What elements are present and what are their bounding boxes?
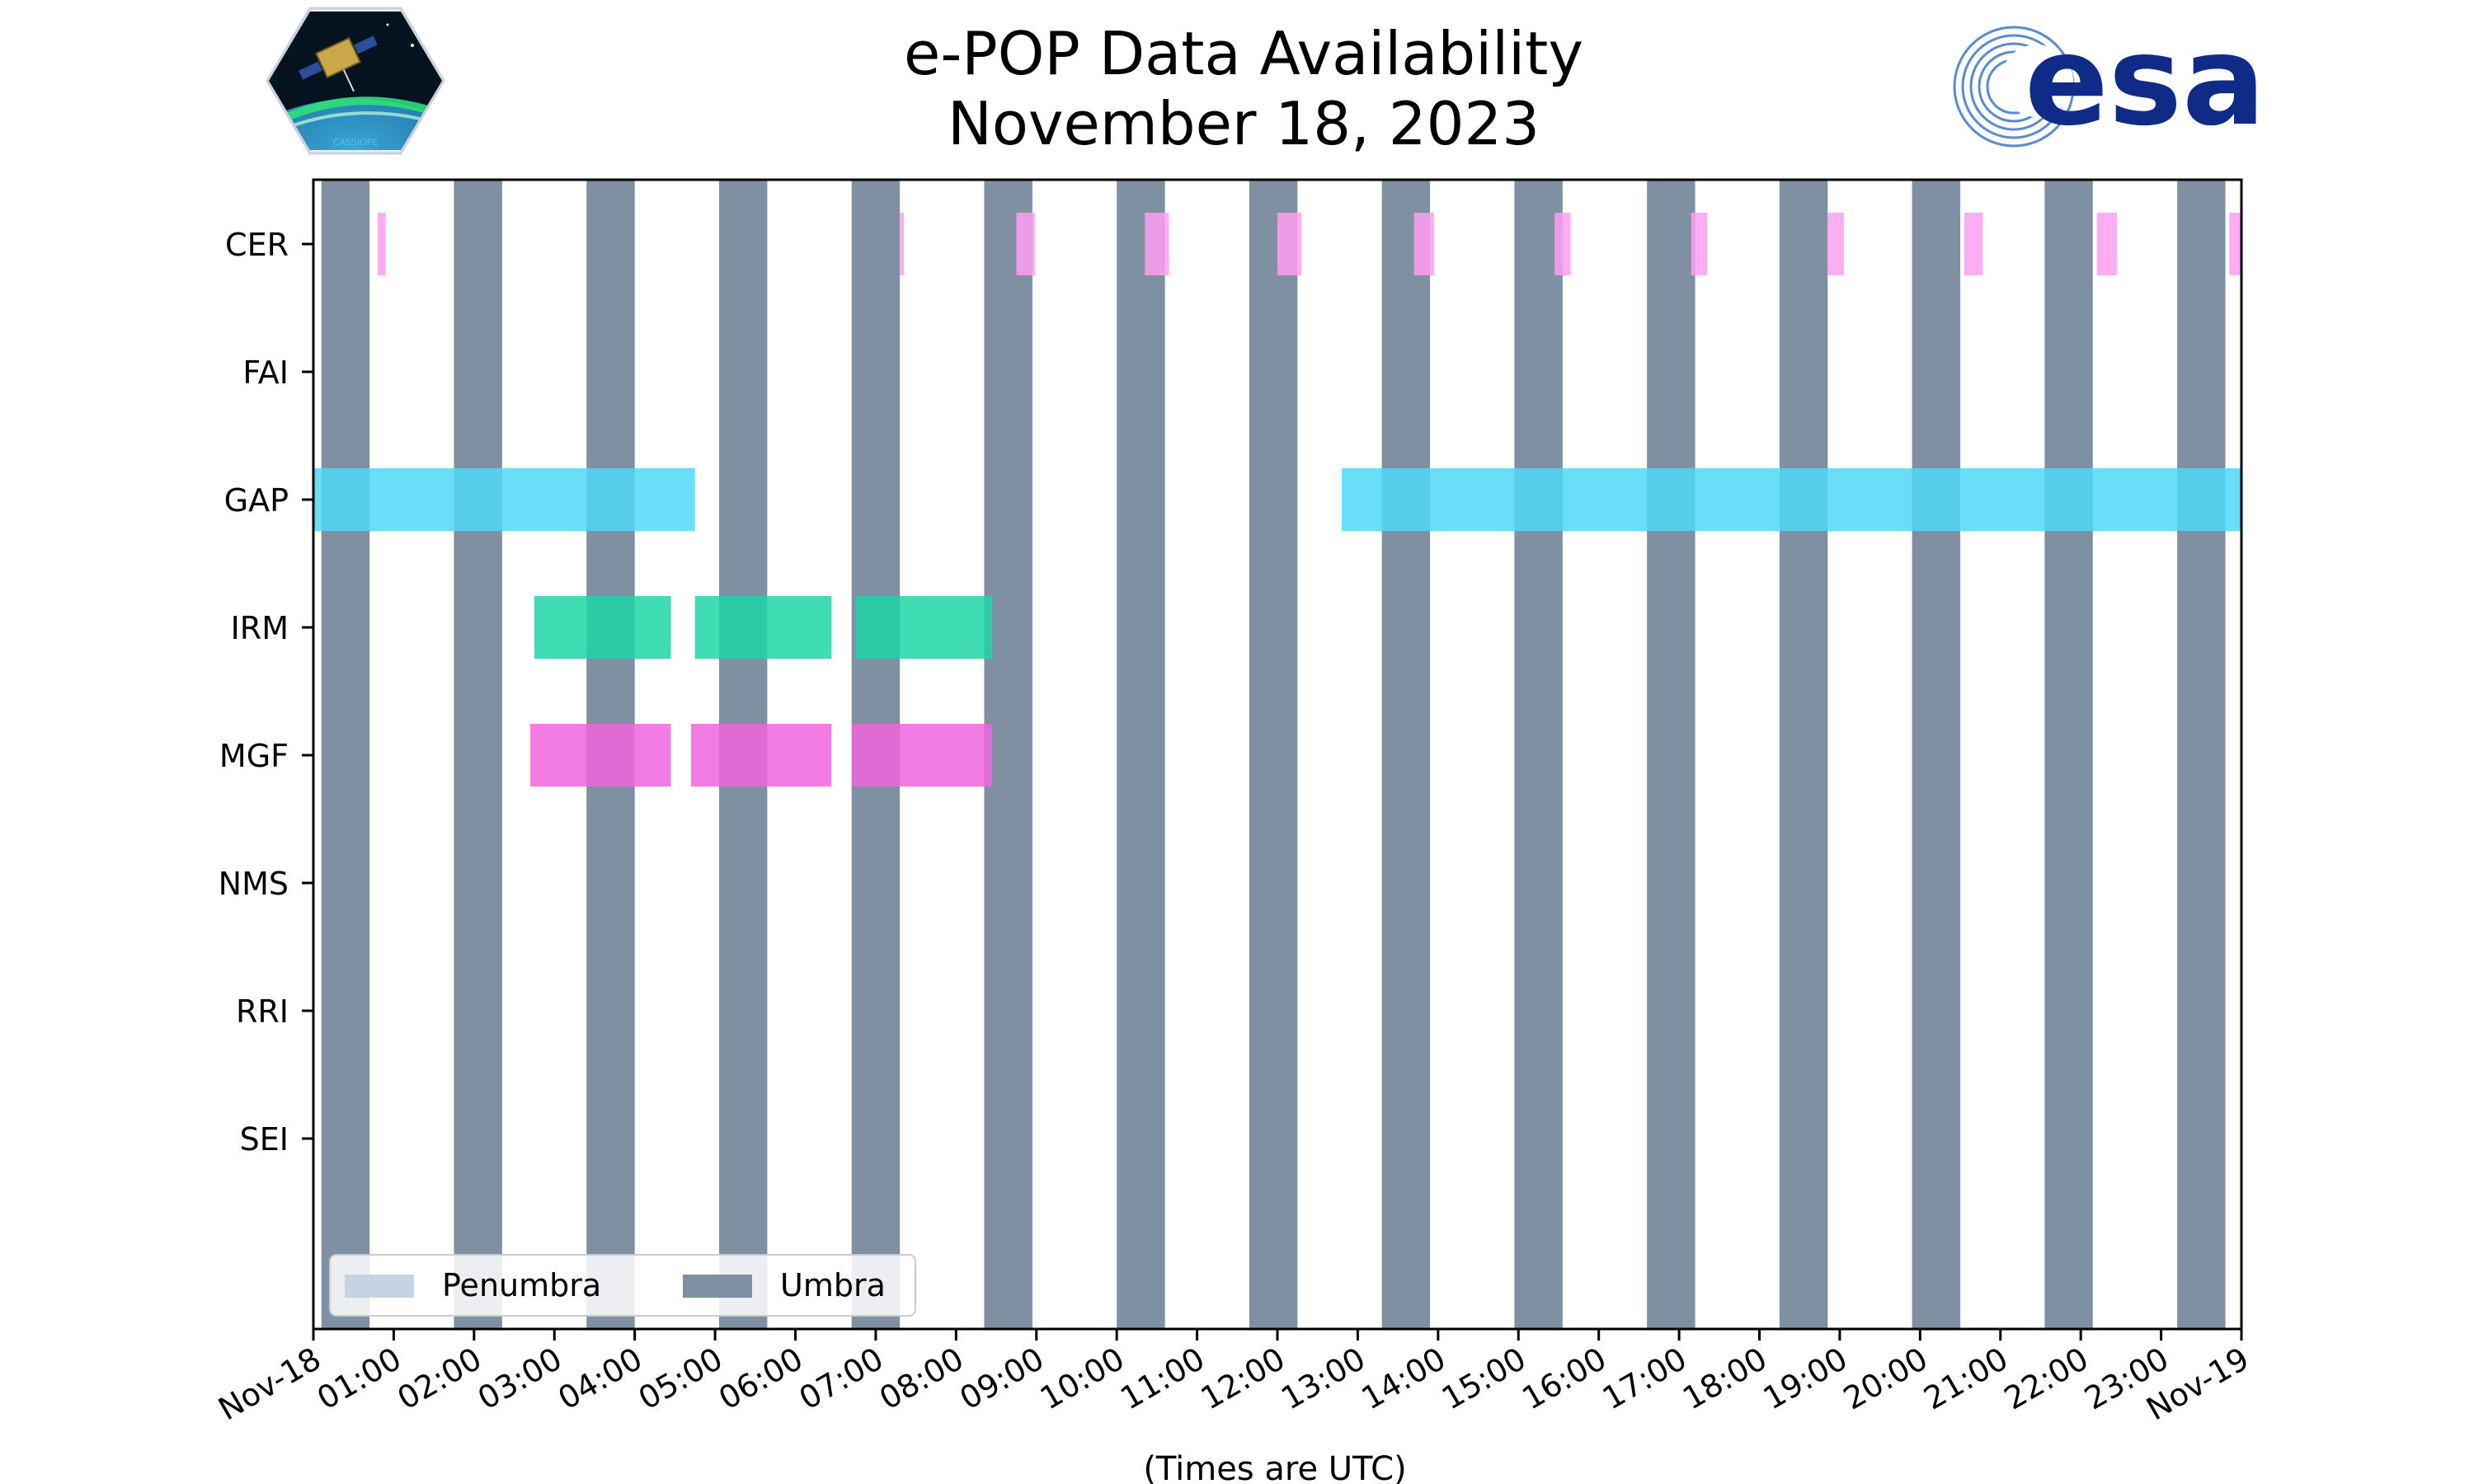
legend-label: Umbra: [780, 1267, 886, 1303]
umbra-band: [321, 180, 370, 1329]
cer-availability-bar: [2096, 213, 2118, 275]
gap-availability-bar: [1808, 468, 2241, 531]
x-tick-label: 05:00: [633, 1341, 729, 1417]
umbra-band: [1117, 180, 1165, 1329]
irm-availability-bar: [855, 596, 993, 659]
umbra-band: [1779, 180, 1828, 1329]
umbra-band: [1647, 180, 1696, 1329]
cer-availability-bar: [1277, 213, 1302, 275]
x-tick-label: 04:00: [552, 1341, 648, 1417]
y-tick-label: GAP: [224, 482, 289, 519]
legend-label: Penumbra: [442, 1267, 601, 1303]
chart-title-line1: e-POP Data Availability: [904, 19, 1583, 88]
cer-availability-bar: [1827, 213, 1844, 275]
x-tick-label: 17:00: [1597, 1341, 1693, 1417]
chart-title-line2: November 18, 2023: [948, 89, 1540, 158]
x-tick-label: 13:00: [1275, 1341, 1371, 1417]
y-tick-label: SEI: [240, 1121, 289, 1158]
x-tick-label: 20:00: [1837, 1341, 1934, 1417]
gap-availability-bar: [313, 468, 695, 531]
gap-availability-bar: [1341, 468, 1672, 531]
y-tick-label: NMS: [219, 866, 289, 902]
y-tick-label: IRM: [231, 610, 289, 646]
mgf-availability-bar: [851, 724, 993, 787]
x-tick-label: 02:00: [391, 1341, 487, 1417]
gap-availability-bar: [1671, 468, 1809, 531]
y-tick-label: CER: [225, 227, 289, 263]
umbra-band: [2177, 180, 2226, 1329]
x-tick-label: 06:00: [713, 1341, 809, 1417]
esa-logo-text: esa: [2025, 10, 2265, 153]
umbra-band: [2044, 180, 2093, 1329]
cassiope-logo-text: CASSIOPE: [333, 137, 379, 148]
x-axis-label: (Times are UTC): [1143, 1450, 1406, 1484]
y-tick-label: MGF: [219, 738, 289, 774]
umbra-band: [1912, 180, 1961, 1329]
cer-availability-bar: [1016, 213, 1035, 275]
x-tick-label: 01:00: [311, 1341, 407, 1417]
cer-availability-bar: [2229, 213, 2241, 275]
x-tick-label: 12:00: [1195, 1341, 1291, 1417]
umbra-band: [1249, 180, 1298, 1329]
x-tick-label: Nov-18: [212, 1341, 327, 1428]
x-tick-label: 10:00: [1034, 1341, 1131, 1417]
x-tick-label: 07:00: [793, 1341, 890, 1417]
x-tick-label: 09:00: [953, 1341, 1050, 1417]
cer-availability-bar: [1964, 213, 1983, 275]
x-tick-label: 15:00: [1436, 1341, 1532, 1417]
cer-availability-bar: [900, 213, 905, 275]
irm-availability-bar: [694, 596, 832, 659]
legend-swatch: [683, 1275, 752, 1298]
irm-availability-bar: [534, 596, 671, 659]
plot-area: CER FAI GAP IRM MGF NMS RRI SEI Nov-1801:0002:00…: [212, 178, 2255, 1428]
x-tick-label: 03:00: [472, 1341, 568, 1417]
x-tick-label: 18:00: [1677, 1341, 1773, 1417]
umbra-band: [984, 180, 1032, 1329]
umbra-band: [1514, 180, 1563, 1329]
umbra-band: [1381, 180, 1431, 1329]
cer-availability-bar: [1691, 213, 1708, 275]
cer-availability-bar: [1145, 213, 1169, 275]
x-tick-label: 11:00: [1114, 1341, 1211, 1417]
x-tick-label: 21:00: [1917, 1341, 2014, 1417]
x-tick-label: 08:00: [873, 1341, 970, 1417]
y-tick-label: FAI: [242, 355, 289, 391]
legend-box: [329, 1254, 916, 1317]
esa-logo: esa: [1953, 10, 2265, 153]
x-tick-label: 19:00: [1757, 1341, 1854, 1417]
y-tick-label: RRI: [236, 993, 289, 1030]
x-tick-label: 22:00: [1998, 1341, 2095, 1417]
x-tick-label: 14:00: [1355, 1341, 1451, 1417]
cer-availability-bar: [377, 213, 386, 275]
legend-swatch: [345, 1275, 414, 1298]
umbra-band: [454, 180, 502, 1329]
x-tick-label: 16:00: [1516, 1341, 1612, 1417]
cer-availability-bar: [1413, 213, 1434, 275]
cer-availability-bar: [1554, 213, 1571, 275]
mgf-availability-bar: [530, 724, 671, 787]
mgf-availability-bar: [690, 724, 832, 787]
